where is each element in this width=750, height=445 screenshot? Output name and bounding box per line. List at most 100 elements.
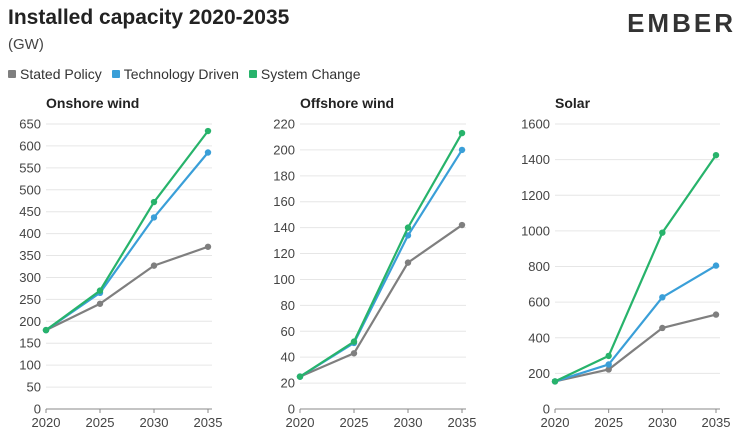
y-tick-label-offshore-wind: 160 [273,194,295,209]
legend-item-technology-driven: Technology Driven [111,66,239,82]
x-tick-label-onshore-wind: 2025 [86,415,115,430]
x-tick-label-offshore-wind: 2025 [340,415,369,430]
y-tick-label-onshore-wind: 600 [19,138,41,153]
data-point-solar-system-change [712,151,720,159]
y-tick-label-onshore-wind: 450 [19,204,41,219]
legend-swatch-system-change [248,70,257,78]
data-point-solar-stated-policy [605,366,612,373]
data-point-onshore-wind-system-change [150,198,158,206]
data-point-onshore-wind-system-change [42,326,50,334]
data-point-offshore-wind-technology-driven [404,232,412,239]
x-tick-label-onshore-wind: 2030 [140,415,169,430]
data-point-onshore-wind-stated-policy [150,262,158,269]
y-tick-label-onshore-wind: 300 [19,270,41,285]
panel-title-onshore-wind: Onshore wind [46,95,139,111]
y-tick-label-solar: 1600 [521,117,550,132]
data-point-offshore-wind-system-change [296,373,304,380]
y-tick-label-offshore-wind: 100 [273,272,295,287]
legend: Stated Policy Technology Driven System C… [8,66,361,82]
data-point-offshore-wind-stated-policy [404,259,412,266]
chart-title: Installed capacity 2020-2035 [8,6,290,29]
x-tick-label-solar: 2020 [541,415,570,430]
data-point-offshore-wind-system-change [404,224,412,231]
x-tick-label-onshore-wind: 2020 [32,415,61,430]
y-tick-label-onshore-wind: 550 [19,160,41,175]
data-point-offshore-wind-stated-policy [458,221,466,229]
y-tick-label-offshore-wind: 80 [281,298,295,313]
chart-subtitle: (GW) [8,36,44,53]
y-tick-label-solar: 0 [543,402,550,417]
legend-item-stated-policy: Stated Policy [8,66,102,82]
legend-item-system-change: System Change [248,66,361,82]
y-tick-label-offshore-wind: 140 [273,220,295,235]
data-point-solar-stated-policy [712,311,720,318]
y-tick-label-onshore-wind: 200 [19,314,41,329]
y-tick-label-onshore-wind: 650 [19,117,41,132]
legend-label-technology-driven: Technology Driven [123,66,239,82]
y-tick-label-offshore-wind: 40 [281,350,295,365]
data-point-solar-system-change [551,378,559,385]
data-point-solar-system-change [605,352,612,360]
data-point-offshore-wind-technology-driven [458,146,466,154]
y-tick-label-onshore-wind: 150 [19,336,41,351]
x-tick-label-solar: 2030 [648,415,677,430]
series-line-onshore-wind-stated-policy [45,245,209,332]
data-point-onshore-wind-technology-driven [150,214,158,221]
y-tick-label-solar: 200 [528,366,550,381]
y-tick-label-offshore-wind: 0 [288,402,295,417]
panel-title-solar: Solar [555,95,591,111]
x-tick-label-onshore-wind: 2035 [194,415,223,430]
y-tick-label-onshore-wind: 100 [19,358,41,373]
series-line-solar-system-change [554,154,717,383]
legend-label-stated-policy: Stated Policy [20,66,102,82]
data-point-solar-technology-driven [605,361,612,368]
y-tick-label-solar: 1400 [521,152,550,167]
series-line-offshore-wind-stated-policy [299,224,463,378]
legend-swatch-technology-driven [111,70,120,78]
series-line-solar-stated-policy [554,313,717,383]
x-tick-label-offshore-wind: 2030 [394,415,423,430]
y-tick-label-solar: 600 [528,295,550,310]
y-tick-label-solar: 400 [528,330,550,345]
ember-logo: EMBER [627,8,736,38]
y-tick-label-offshore-wind: 20 [281,376,295,391]
legend-label-system-change: System Change [260,66,361,82]
data-point-offshore-wind-system-change [458,129,466,137]
series-line-onshore-wind-technology-driven [45,151,209,331]
x-tick-label-offshore-wind: 2035 [448,415,477,430]
data-point-onshore-wind-stated-policy [204,243,212,250]
y-tick-label-offshore-wind: 180 [273,168,295,183]
data-point-onshore-wind-stated-policy [96,300,104,307]
y-tick-label-onshore-wind: 500 [19,182,41,197]
y-tick-label-offshore-wind: 220 [273,117,295,132]
y-tick-label-solar: 800 [528,259,550,274]
series-line-offshore-wind-system-change [299,132,463,378]
data-point-offshore-wind-stated-policy [350,350,358,357]
y-tick-label-onshore-wind: 400 [19,226,41,241]
data-point-solar-technology-driven [712,262,720,269]
series-line-onshore-wind-system-change [45,130,209,331]
series-line-solar-technology-driven [554,264,717,383]
y-tick-label-onshore-wind: 350 [19,248,41,263]
y-tick-label-offshore-wind: 120 [273,246,295,261]
x-tick-label-offshore-wind: 2020 [286,415,315,430]
series-line-offshore-wind-technology-driven [299,149,463,378]
y-tick-label-onshore-wind: 0 [34,402,41,417]
panel-title-offshore-wind: Offshore wind [300,95,394,111]
y-tick-label-onshore-wind: 250 [19,292,41,307]
data-point-onshore-wind-system-change [204,127,212,135]
y-tick-label-offshore-wind: 60 [281,324,295,339]
data-point-solar-technology-driven [659,294,666,301]
data-point-onshore-wind-technology-driven [204,149,212,156]
data-point-solar-system-change [659,229,666,236]
y-tick-label-solar: 1000 [521,223,550,238]
data-point-onshore-wind-system-change [96,287,104,294]
y-tick-label-onshore-wind: 50 [27,380,41,395]
x-tick-label-solar: 2035 [702,415,731,430]
y-tick-label-solar: 1200 [521,188,550,203]
x-tick-label-solar: 2025 [594,415,623,430]
data-point-offshore-wind-system-change [350,338,358,345]
data-point-solar-stated-policy [659,324,666,332]
y-tick-label-offshore-wind: 200 [273,142,295,157]
